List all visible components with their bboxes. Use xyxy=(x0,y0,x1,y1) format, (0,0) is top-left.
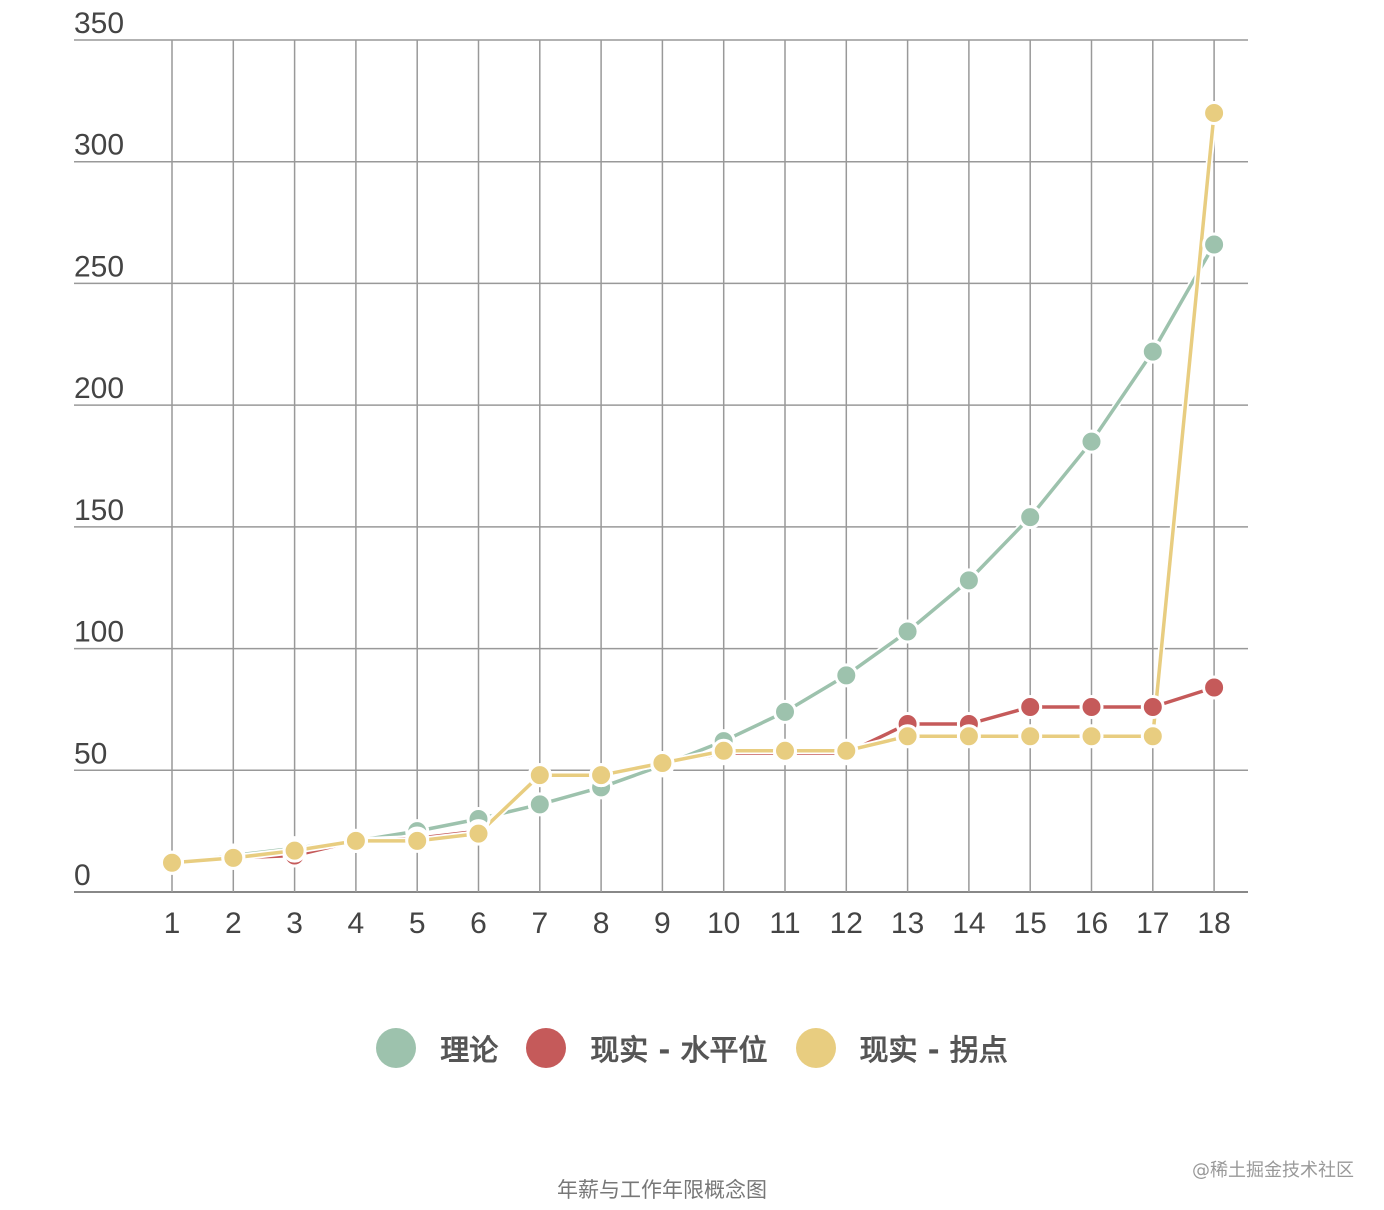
x-tick-label-4: 4 xyxy=(348,907,365,940)
x-tick-label-2: 2 xyxy=(225,907,242,940)
series-1-point-17 xyxy=(1140,694,1165,719)
series-2-point-16 xyxy=(1079,724,1104,749)
x-tick-label-12: 12 xyxy=(830,907,863,940)
series-2-point-9 xyxy=(650,750,675,775)
series-0-point-7 xyxy=(527,792,552,817)
x-tick-label-17: 17 xyxy=(1136,907,1169,940)
legend-item-0: 理论 xyxy=(376,1027,498,1069)
legend-swatch-2 xyxy=(795,1028,836,1068)
series-1-line xyxy=(171,685,1215,865)
x-tick-label-9: 9 xyxy=(654,907,671,940)
legend-label-0: 理论 xyxy=(440,1033,499,1067)
series-2-point-15 xyxy=(1018,724,1043,749)
legend-item-2: 现实 - 拐点 xyxy=(795,1027,1008,1069)
series-1-point-18 xyxy=(1202,675,1227,700)
x-tick-label-3: 3 xyxy=(286,907,303,940)
x-tick-label-13: 13 xyxy=(891,907,924,940)
watermark: @稀土掘金技术社区 xyxy=(1192,1160,1354,1181)
series-0-point-16 xyxy=(1079,429,1104,454)
x-tick-label-1: 1 xyxy=(164,907,181,940)
x-tick-label-10: 10 xyxy=(707,907,740,940)
series-0-point-13 xyxy=(895,619,920,644)
y-tick-label-150: 150 xyxy=(74,494,124,527)
y-tick-label-0: 0 xyxy=(74,859,91,892)
legend-label-2: 现实 - 拐点 xyxy=(859,1033,1008,1067)
x-tick-label-11: 11 xyxy=(769,907,800,940)
x-tick-label-5: 5 xyxy=(409,907,426,940)
x-tick-label-15: 15 xyxy=(1014,907,1047,940)
series-2-point-17 xyxy=(1140,724,1165,749)
legend-swatch-1 xyxy=(526,1028,567,1068)
series-2-point-5 xyxy=(405,828,430,853)
series-2-point-8 xyxy=(589,763,614,788)
series-2-point-13 xyxy=(895,724,920,749)
x-tick-label-7: 7 xyxy=(531,907,548,940)
legend-item-1: 现实 - 水平位 xyxy=(526,1027,768,1069)
legend-swatch-0 xyxy=(376,1028,417,1068)
x-axis-ticks: 1 2 3 4 5 6 7 8 9 10 11 12 13 14 15 16 17 18 xyxy=(164,907,1231,940)
series-1-point-16 xyxy=(1079,694,1104,719)
series-0-point-11 xyxy=(773,699,797,724)
series-2-point-12 xyxy=(834,738,859,763)
y-tick-label-50: 50 xyxy=(74,737,107,770)
y-tick-label-350: 350 xyxy=(74,7,124,40)
series-0-point-14 xyxy=(956,568,981,593)
series-2-point-1 xyxy=(160,850,184,875)
x-tick-label-8: 8 xyxy=(593,907,610,940)
series-2-point-11 xyxy=(773,738,797,763)
series-group xyxy=(160,101,1227,875)
series-2-point-14 xyxy=(956,724,981,749)
series-2-point-2 xyxy=(221,845,246,870)
x-tick-label-18: 18 xyxy=(1197,907,1230,940)
y-axis-ticks: 0 50 100 150 200 250 300 350 xyxy=(74,7,124,892)
series-2-point-18 xyxy=(1202,101,1227,126)
legend-label-1: 现实 - 水平位 xyxy=(590,1033,768,1067)
series-1-point-15 xyxy=(1018,694,1043,719)
series-0-point-18 xyxy=(1202,232,1227,257)
x-tick-label-16: 16 xyxy=(1075,907,1108,940)
y-tick-label-200: 200 xyxy=(74,372,124,405)
legend: 理论 现实 - 水平位 现实 - 拐点 xyxy=(0,1020,1384,1076)
series-1-line-halo xyxy=(171,684,1216,867)
series-2-point-4 xyxy=(343,828,368,853)
series-0-point-12 xyxy=(834,663,859,688)
series-2-point-6 xyxy=(466,821,491,846)
series-2-point-3 xyxy=(282,838,307,863)
x-tick-label-6: 6 xyxy=(470,907,487,940)
y-tick-label-300: 300 xyxy=(74,129,124,162)
series-0-point-15 xyxy=(1018,505,1043,530)
series-2-point-7 xyxy=(527,763,552,788)
grid xyxy=(74,39,1248,893)
series-0-point-17 xyxy=(1140,339,1165,364)
series-2-point-10 xyxy=(711,738,736,763)
x-tick-label-14: 14 xyxy=(952,907,985,940)
y-tick-label-100: 100 xyxy=(74,616,124,649)
chart-caption: 年薪与工作年限概念图 xyxy=(557,1178,767,1202)
y-tick-label-250: 250 xyxy=(74,250,124,283)
